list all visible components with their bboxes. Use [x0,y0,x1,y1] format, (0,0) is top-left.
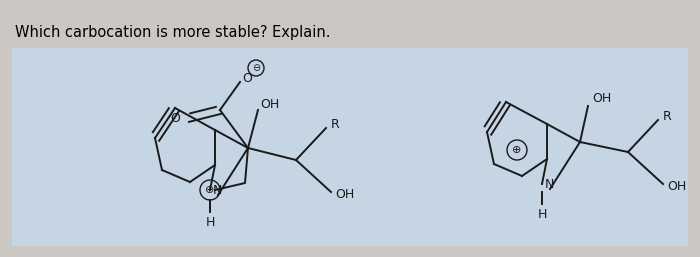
Text: OH: OH [260,97,279,111]
Text: Which carbocation is more stable? Explain.: Which carbocation is more stable? Explai… [15,24,330,40]
Text: ⊕: ⊕ [512,145,522,155]
Text: ⊕: ⊕ [205,185,215,195]
Text: H: H [538,207,547,221]
Text: R: R [663,111,672,124]
Text: OH: OH [667,179,686,192]
Text: O: O [170,112,180,124]
Text: N: N [213,183,223,197]
Text: OH: OH [592,91,611,105]
Text: R: R [331,118,340,132]
Text: N: N [545,178,554,190]
FancyBboxPatch shape [12,48,688,246]
Text: H: H [205,216,215,228]
Text: O: O [242,72,252,86]
Text: ⊖: ⊖ [252,63,260,73]
Text: OH: OH [335,188,354,200]
